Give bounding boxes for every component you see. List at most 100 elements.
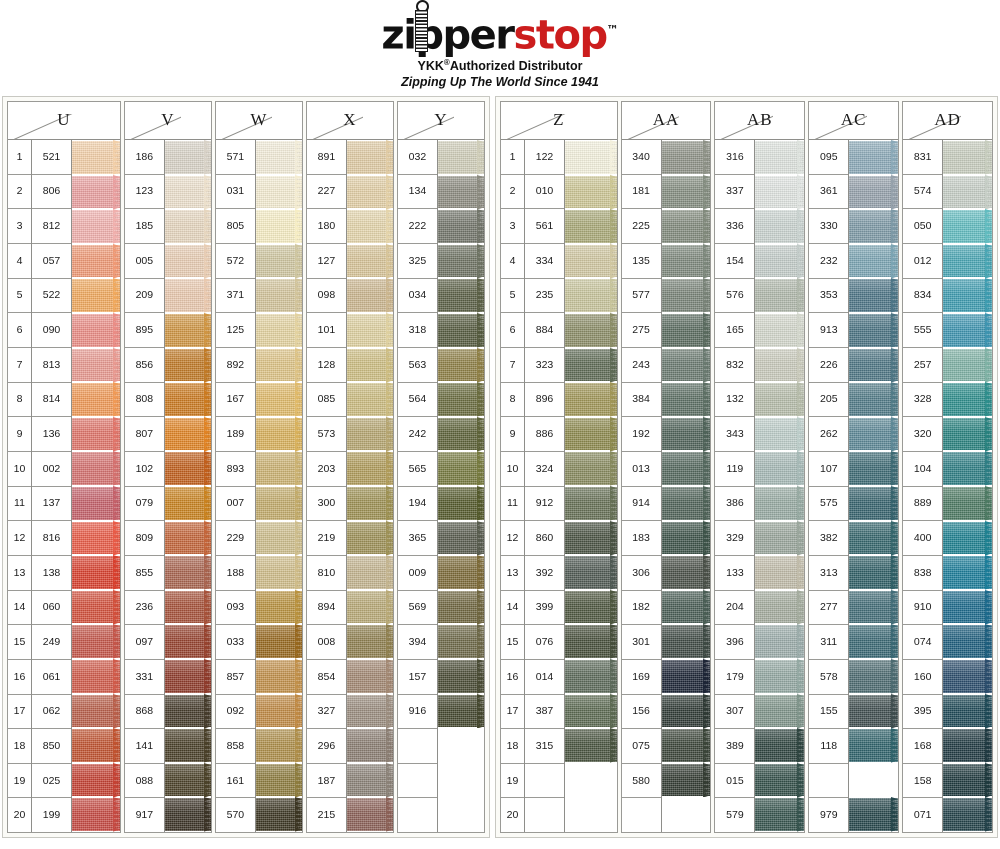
color-code-cell[interactable]: 913 <box>809 313 849 348</box>
color-swatch[interactable] <box>661 555 711 590</box>
color-swatch[interactable] <box>437 693 484 729</box>
color-swatch[interactable] <box>943 243 993 279</box>
color-code-cell[interactable]: 300 <box>306 487 346 522</box>
color-swatch[interactable] <box>72 140 120 175</box>
color-code-cell[interactable]: 141 <box>124 729 164 764</box>
color-code-cell[interactable]: 329 <box>715 521 755 556</box>
color-code-cell[interactable]: 098 <box>306 279 346 314</box>
color-swatch[interactable] <box>849 693 899 729</box>
color-code-cell[interactable]: 809 <box>124 521 164 556</box>
color-code-cell[interactable]: 387 <box>525 695 564 730</box>
color-code-cell[interactable]: 005 <box>124 244 164 279</box>
color-swatch[interactable] <box>849 278 899 313</box>
color-swatch[interactable] <box>755 624 805 659</box>
color-code-cell[interactable]: 896 <box>525 383 564 418</box>
color-swatch[interactable] <box>849 658 899 694</box>
color-swatch[interactable] <box>437 589 484 625</box>
color-swatch[interactable] <box>72 555 120 590</box>
color-swatch[interactable] <box>346 209 393 244</box>
color-code-cell[interactable]: 838 <box>903 556 943 591</box>
color-code-cell[interactable]: 561 <box>525 209 564 244</box>
color-swatch[interactable] <box>346 693 393 729</box>
color-code-cell[interactable]: 215 <box>317 809 336 822</box>
color-code-cell[interactable]: 118 <box>809 729 849 764</box>
color-swatch[interactable] <box>565 451 617 486</box>
color-code-cell[interactable]: 914 <box>621 487 661 522</box>
color-code-cell[interactable]: 392 <box>525 556 564 591</box>
color-swatch[interactable] <box>255 693 302 729</box>
color-code-cell[interactable]: 122 <box>525 140 564 175</box>
color-swatch[interactable] <box>755 312 805 348</box>
color-swatch[interactable] <box>346 520 393 556</box>
color-swatch[interactable] <box>72 382 120 417</box>
color-code-cell[interactable]: 002 <box>32 452 71 487</box>
color-code-cell[interactable]: 855 <box>124 556 164 591</box>
color-swatch[interactable] <box>255 624 302 659</box>
color-code-cell[interactable]: 186 <box>124 140 164 175</box>
color-code-cell[interactable]: 032 <box>397 140 437 175</box>
color-code-cell[interactable]: 521 <box>32 140 71 175</box>
color-swatch[interactable] <box>346 658 393 694</box>
color-code-cell[interactable]: 204 <box>715 591 755 626</box>
color-swatch[interactable] <box>437 624 484 659</box>
color-swatch[interactable] <box>346 797 393 832</box>
color-swatch[interactable] <box>661 416 711 452</box>
color-code-cell[interactable]: 318 <box>397 313 437 348</box>
color-code-cell[interactable] <box>809 764 849 799</box>
color-swatch[interactable] <box>72 658 120 694</box>
color-swatch[interactable] <box>437 555 484 590</box>
color-code-cell[interactable]: 155 <box>809 695 849 730</box>
color-code-cell[interactable]: 895 <box>124 313 164 348</box>
color-code-cell[interactable]: 226 <box>809 348 849 383</box>
color-swatch[interactable] <box>437 451 484 486</box>
color-code-cell[interactable]: 187 <box>306 764 346 799</box>
color-code-cell[interactable]: 340 <box>621 140 661 175</box>
color-code-cell[interactable]: 814 <box>32 383 71 418</box>
color-swatch[interactable] <box>849 382 899 417</box>
color-swatch[interactable] <box>437 243 484 279</box>
color-code-cell[interactable]: 307 <box>715 695 755 730</box>
color-code-cell[interactable]: 337 <box>715 175 755 210</box>
color-code-cell[interactable]: 891 <box>306 140 346 175</box>
color-code-cell[interactable]: 179 <box>715 660 755 695</box>
color-swatch[interactable] <box>565 658 617 694</box>
color-code-cell[interactable]: 188 <box>215 556 255 591</box>
color-swatch[interactable] <box>72 416 120 452</box>
color-code-cell[interactable]: 917 <box>135 809 154 822</box>
color-swatch[interactable] <box>438 728 484 763</box>
color-code-cell[interactable]: 033 <box>215 625 255 660</box>
color-swatch[interactable] <box>72 624 120 659</box>
color-code-cell[interactable]: 205 <box>809 383 849 418</box>
color-code-cell[interactable]: 128 <box>306 348 346 383</box>
color-code-cell[interactable]: 572 <box>215 244 255 279</box>
color-swatch[interactable] <box>565 209 617 244</box>
color-swatch[interactable] <box>72 520 120 556</box>
color-swatch[interactable] <box>565 140 617 175</box>
color-code-cell[interactable]: 104 <box>903 452 943 487</box>
color-swatch[interactable] <box>164 658 211 694</box>
color-swatch[interactable] <box>755 174 805 210</box>
color-code-cell[interactable]: 394 <box>397 625 437 660</box>
color-swatch[interactable] <box>164 243 211 279</box>
color-swatch[interactable] <box>72 728 120 763</box>
color-code-cell[interactable]: 243 <box>621 348 661 383</box>
color-swatch[interactable] <box>437 658 484 694</box>
color-swatch[interactable] <box>164 693 211 729</box>
color-code-cell[interactable]: 031 <box>215 175 255 210</box>
color-swatch[interactable] <box>849 451 899 486</box>
color-swatch[interactable] <box>437 278 484 313</box>
color-swatch[interactable] <box>755 485 805 521</box>
color-swatch[interactable] <box>943 555 993 590</box>
color-code-cell[interactable]: 575 <box>809 487 849 522</box>
color-swatch[interactable] <box>755 555 805 590</box>
color-swatch[interactable] <box>164 762 211 798</box>
color-swatch[interactable] <box>346 762 393 798</box>
color-code-cell[interactable]: 071 <box>913 809 932 822</box>
color-swatch[interactable] <box>164 624 211 659</box>
color-swatch[interactable] <box>164 140 211 175</box>
color-code-cell[interactable]: 093 <box>215 591 255 626</box>
color-code-cell[interactable]: 353 <box>809 279 849 314</box>
color-swatch[interactable] <box>255 278 302 313</box>
color-code-cell[interactable]: 157 <box>397 660 437 695</box>
color-swatch[interactable] <box>164 589 211 625</box>
